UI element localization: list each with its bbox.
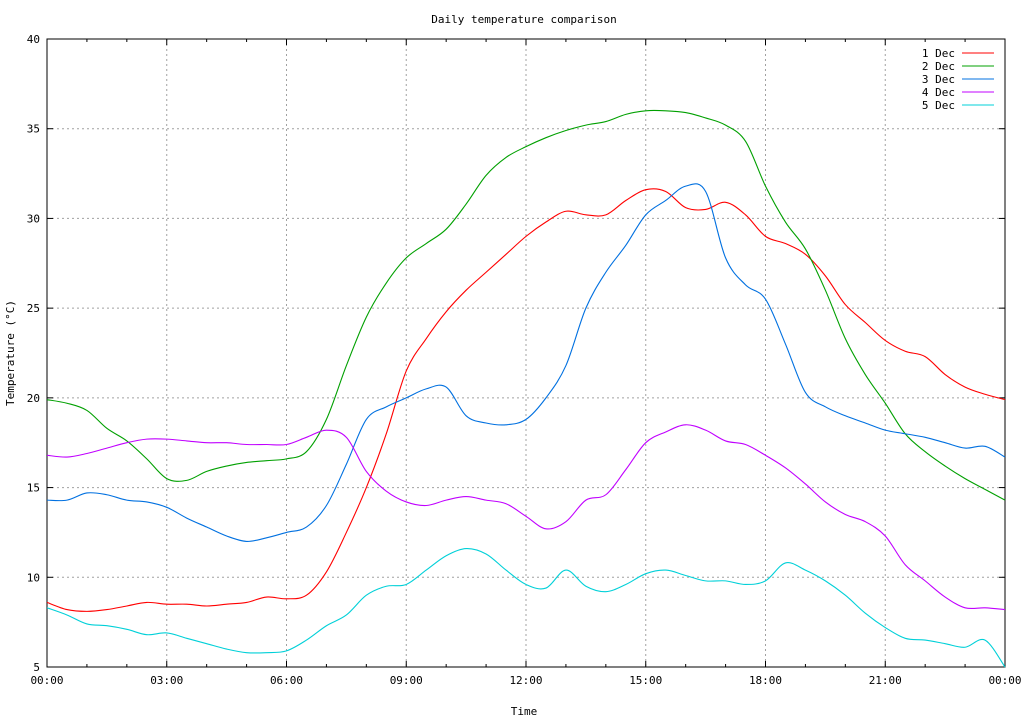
y-tick-label: 15 bbox=[27, 482, 40, 495]
x-tick-label: 00:00 bbox=[30, 674, 63, 687]
y-tick-label: 25 bbox=[27, 302, 40, 315]
x-tick-label: 12:00 bbox=[509, 674, 542, 687]
x-tick-label: 09:00 bbox=[390, 674, 423, 687]
legend-label: 2 Dec bbox=[922, 60, 955, 73]
x-tick-label: 03:00 bbox=[150, 674, 183, 687]
chart-title: Daily temperature comparison bbox=[431, 13, 616, 26]
y-tick-label: 30 bbox=[27, 212, 40, 225]
series-line-5 bbox=[46, 548, 1006, 668]
series-line-2 bbox=[46, 109, 1006, 501]
x-tick-label: 21:00 bbox=[869, 674, 902, 687]
series-line-4 bbox=[46, 424, 1006, 611]
legend-label: 3 Dec bbox=[922, 73, 955, 86]
y-tick-label: 5 bbox=[33, 661, 40, 674]
y-tick-label: 35 bbox=[27, 123, 40, 136]
x-tick-label: 15:00 bbox=[629, 674, 662, 687]
y-tick-label: 20 bbox=[27, 392, 40, 405]
y-tick-label: 40 bbox=[27, 33, 40, 46]
x-tick-label: 18:00 bbox=[749, 674, 782, 687]
series-line-1 bbox=[46, 188, 1006, 612]
x-axis-label: Time bbox=[511, 705, 538, 718]
y-tick-label: 10 bbox=[27, 571, 40, 584]
x-tick-label: 06:00 bbox=[270, 674, 303, 687]
series-line-3 bbox=[46, 183, 1006, 542]
y-axis-label: Temperature (°C) bbox=[4, 300, 17, 406]
axis-ticks: 5 10 15 20 25 30 35 40 00:00 03:00 06:00 09:00 12:00… bbox=[27, 33, 1022, 687]
grid bbox=[47, 39, 1005, 667]
x-tick-label: 00:00 bbox=[988, 674, 1021, 687]
legend-label: 1 Dec bbox=[922, 47, 955, 60]
legend-label: 5 Dec bbox=[922, 99, 955, 112]
plot-frame bbox=[46, 38, 1006, 668]
series-lines bbox=[46, 109, 1006, 668]
legend-label: 4 Dec bbox=[922, 86, 955, 99]
